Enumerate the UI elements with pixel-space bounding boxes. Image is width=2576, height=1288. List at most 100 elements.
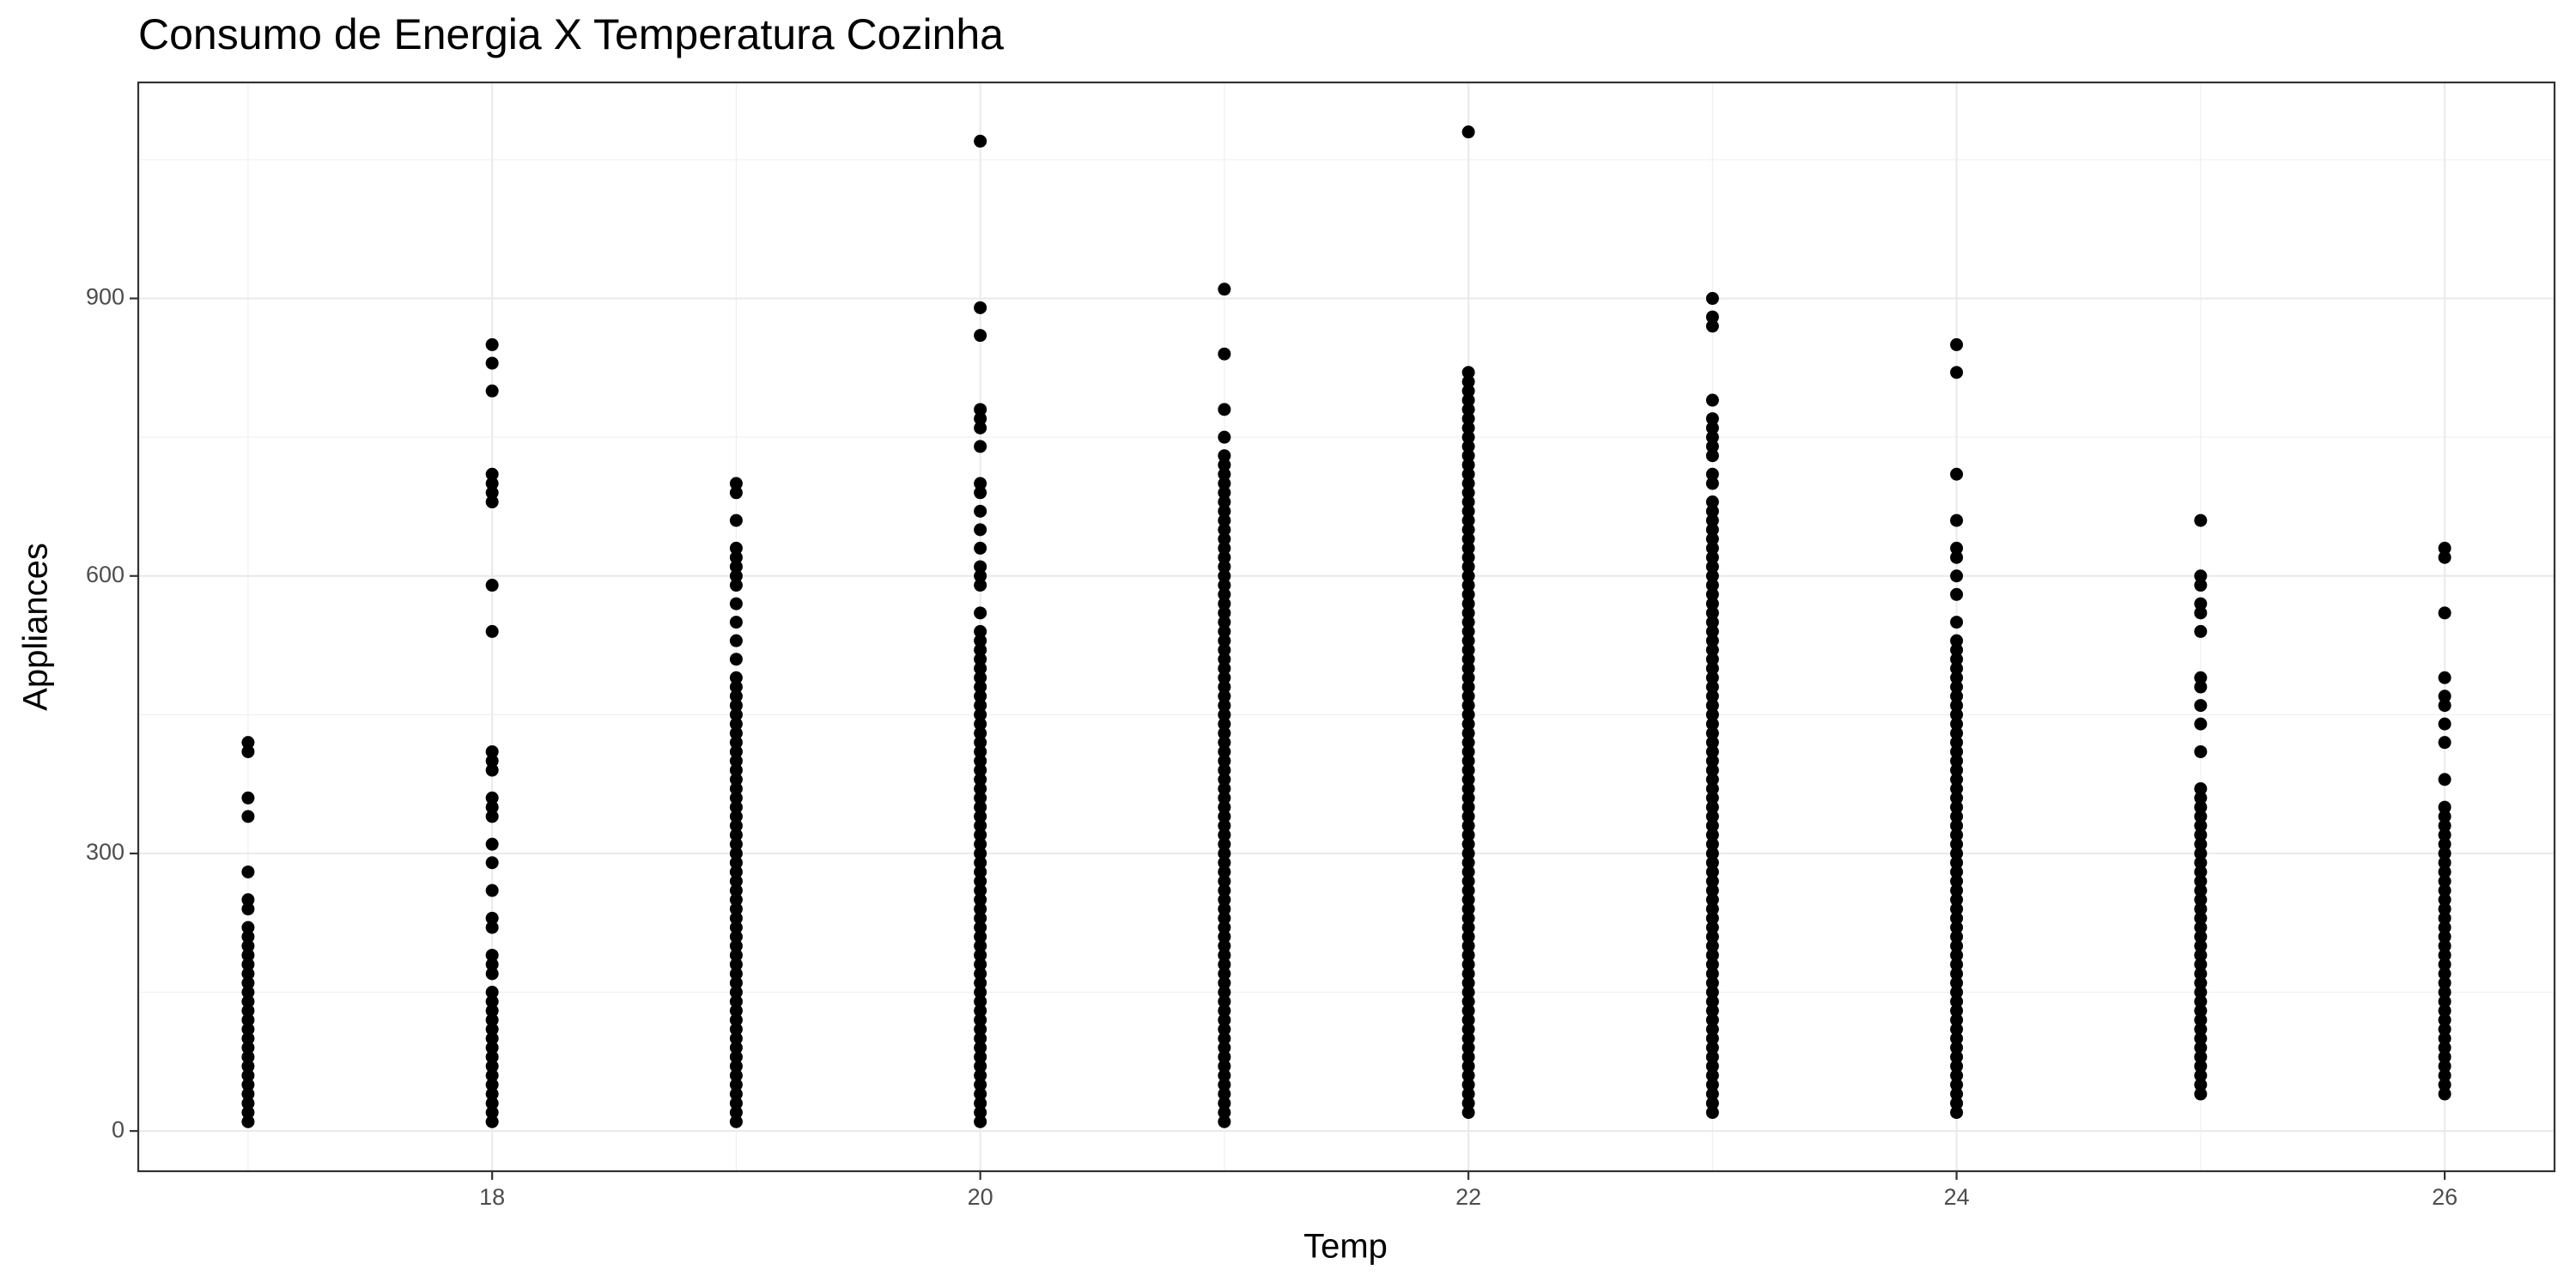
- point: [2194, 819, 2208, 833]
- point: [1218, 902, 1231, 916]
- point: [1950, 744, 1964, 758]
- point: [974, 690, 987, 703]
- point: [729, 560, 743, 574]
- point: [2194, 865, 2208, 878]
- point: [729, 1004, 743, 1018]
- point: [2438, 967, 2451, 981]
- point: [729, 1068, 743, 1082]
- point: [2438, 606, 2451, 620]
- point: [1705, 865, 1719, 878]
- point: [2194, 606, 2208, 620]
- point: [1950, 1050, 1964, 1064]
- point: [1950, 513, 1964, 527]
- point: [1705, 1068, 1719, 1082]
- point: [974, 902, 987, 916]
- point: [1705, 736, 1719, 750]
- point: [974, 1097, 987, 1110]
- point: [1218, 782, 1231, 796]
- point: [729, 550, 743, 564]
- point: [974, 744, 987, 758]
- point: [1950, 911, 1964, 925]
- point: [1218, 504, 1231, 518]
- point: [1461, 754, 1475, 768]
- point: [1461, 550, 1475, 564]
- point: [2438, 800, 2451, 814]
- point: [2194, 930, 2208, 944]
- point: [1950, 1060, 1964, 1073]
- point: [974, 874, 987, 888]
- point: [1461, 532, 1475, 546]
- point: [1705, 828, 1719, 841]
- point: [1461, 449, 1475, 463]
- point: [485, 986, 499, 999]
- point: [1705, 810, 1719, 823]
- point: [1218, 1097, 1231, 1110]
- point: [1218, 847, 1231, 860]
- point: [1461, 782, 1475, 796]
- point: [241, 1041, 255, 1054]
- point: [1461, 957, 1475, 971]
- point: [1950, 828, 1964, 841]
- point: [1950, 800, 1964, 814]
- point: [1218, 736, 1231, 750]
- point: [2438, 1068, 2451, 1082]
- point: [974, 523, 987, 537]
- point: [485, 837, 499, 851]
- point: [974, 837, 987, 851]
- point: [1705, 393, 1719, 407]
- point: [1705, 800, 1719, 814]
- point: [1218, 819, 1231, 833]
- point: [1705, 1004, 1719, 1018]
- point: [1705, 986, 1719, 999]
- point: [974, 440, 987, 453]
- point: [241, 1031, 255, 1045]
- point: [2438, 1023, 2451, 1036]
- point: [1705, 541, 1719, 555]
- point: [1461, 1031, 1475, 1045]
- point: [1950, 366, 1964, 380]
- point: [729, 874, 743, 888]
- point: [1950, 948, 1964, 962]
- point: [974, 994, 987, 1008]
- point: [974, 606, 987, 620]
- point: [1461, 440, 1475, 453]
- point: [485, 884, 499, 897]
- point: [1705, 1031, 1719, 1045]
- point: [974, 948, 987, 962]
- point: [1461, 837, 1475, 851]
- point: [1461, 865, 1475, 878]
- point: [1705, 532, 1719, 546]
- point: [1218, 911, 1231, 925]
- point: [974, 560, 987, 574]
- point: [1705, 597, 1719, 611]
- point: [974, 939, 987, 953]
- point: [1218, 495, 1231, 509]
- point: [241, 920, 255, 934]
- point: [974, 680, 987, 694]
- point: [729, 800, 743, 814]
- point: [1950, 541, 1964, 555]
- point: [1705, 1013, 1719, 1027]
- point: [485, 763, 499, 777]
- point: [2438, 902, 2451, 916]
- point: [1950, 1031, 1964, 1045]
- point: [1950, 1068, 1964, 1082]
- point: [485, 856, 499, 870]
- point: [485, 356, 499, 370]
- point: [1705, 957, 1719, 971]
- point: [729, 680, 743, 694]
- point: [1950, 920, 1964, 934]
- point: [1461, 680, 1475, 694]
- point: [1950, 569, 1964, 583]
- point: [1950, 337, 1964, 351]
- point: [1705, 754, 1719, 768]
- point: [2438, 939, 2451, 953]
- y-tick-label: 900: [86, 284, 125, 310]
- point: [1950, 763, 1964, 777]
- point: [1950, 690, 1964, 703]
- point: [2194, 1087, 2208, 1101]
- point: [974, 810, 987, 823]
- point: [241, 736, 255, 750]
- point: [485, 477, 499, 490]
- point: [729, 902, 743, 916]
